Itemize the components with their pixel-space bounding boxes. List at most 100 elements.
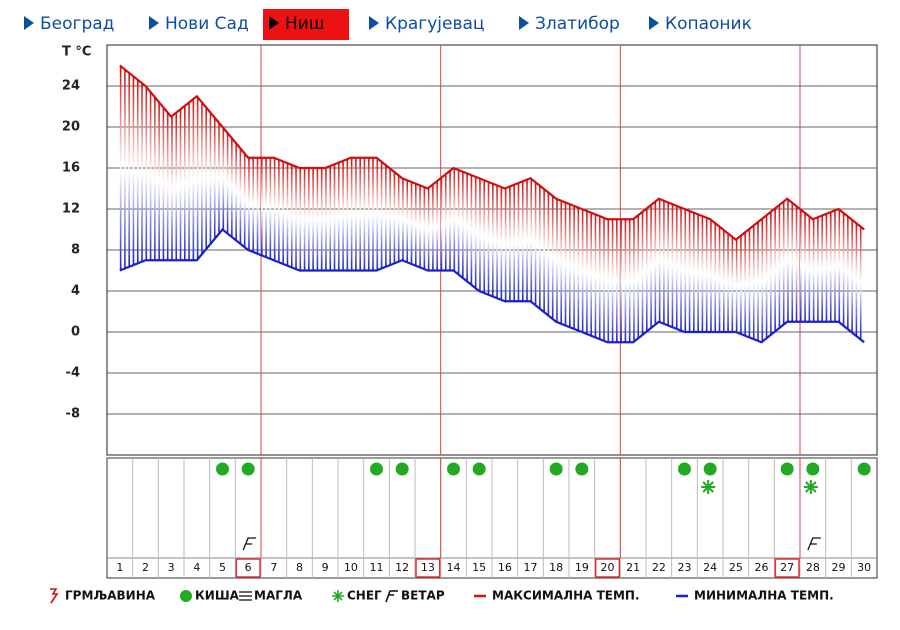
hatch	[723, 229, 725, 332]
hatch	[385, 164, 387, 268]
rain-icon	[395, 462, 409, 476]
hatch	[834, 210, 836, 322]
legend-label: КИША	[195, 589, 240, 603]
hatch	[791, 202, 794, 322]
hatch	[184, 106, 186, 261]
hatch	[564, 202, 567, 326]
hatch	[594, 214, 597, 338]
hatch	[376, 157, 379, 271]
hatch	[397, 174, 400, 262]
hatch	[804, 212, 806, 322]
legend-label: СНЕГ	[347, 589, 382, 603]
hatch	[265, 157, 267, 257]
day-label: 3	[168, 561, 175, 574]
hatch	[308, 168, 310, 271]
y-tick-label: 24	[62, 79, 80, 94]
day-label: 16	[498, 561, 512, 574]
nav-arrow	[519, 16, 529, 30]
day-label: 1	[116, 561, 123, 574]
hatch	[607, 219, 610, 343]
hatch	[256, 157, 259, 254]
hatch	[188, 103, 190, 261]
rain-icon	[703, 462, 717, 476]
hatch	[705, 217, 708, 332]
hatch	[517, 183, 520, 302]
day-label: 22	[652, 561, 666, 574]
nav-item[interactable]: Нови Сад	[165, 14, 249, 34]
hatch	[671, 203, 674, 327]
hatch	[466, 173, 468, 281]
day-label: 17	[524, 561, 538, 574]
hatch	[714, 222, 717, 332]
nav-item[interactable]: Крагујевац	[385, 14, 484, 34]
hatch	[693, 212, 695, 332]
hatch	[205, 106, 207, 250]
hatch	[171, 116, 173, 261]
snow-icon	[803, 480, 818, 494]
hatch	[829, 212, 832, 322]
hatch	[487, 181, 490, 295]
nav-arrow	[149, 16, 159, 30]
nav-item[interactable]: Ниш	[285, 14, 324, 34]
rain-icon	[806, 462, 820, 476]
day-label: 9	[322, 561, 329, 574]
hatch	[534, 181, 537, 305]
hatch	[196, 96, 199, 261]
hatch	[765, 215, 768, 339]
day-label: 7	[270, 561, 277, 574]
nav-arrow	[24, 16, 34, 30]
nav-item[interactable]: Београд	[40, 14, 114, 34]
hatch	[346, 159, 349, 271]
nav-item[interactable]: Златибор	[535, 14, 620, 34]
hatch	[419, 185, 421, 268]
hatch	[483, 179, 486, 293]
day-label: 2	[142, 561, 149, 574]
day-label: 5	[219, 561, 226, 574]
hatch	[521, 181, 524, 302]
hatch	[757, 222, 759, 341]
hatch	[710, 219, 712, 332]
hatch	[697, 214, 699, 332]
day-highlight	[415, 558, 441, 578]
hatch	[436, 181, 438, 271]
rain-icon	[370, 462, 383, 476]
hatch	[444, 174, 447, 271]
hatch	[821, 215, 823, 322]
hatch	[598, 215, 601, 339]
hatch	[825, 214, 828, 322]
nav-arrow	[269, 16, 279, 30]
day-label: 10	[344, 561, 358, 574]
hatch	[402, 178, 404, 261]
rain-icon	[678, 462, 691, 476]
hatch	[718, 226, 721, 332]
hatch	[338, 162, 340, 271]
hatch	[735, 239, 738, 332]
series-line	[119, 64, 865, 242]
hatch	[641, 212, 644, 336]
y-tick-label: 0	[71, 325, 80, 340]
hatch	[449, 171, 451, 271]
day-label: 12	[395, 561, 409, 574]
hatch	[637, 215, 640, 339]
hatch	[329, 166, 332, 271]
day-label: 27	[780, 561, 794, 574]
hatch	[149, 91, 152, 261]
hatch	[213, 116, 216, 240]
nav-item[interactable]: Копаоник	[665, 14, 752, 34]
hatch	[303, 168, 306, 271]
hatch	[496, 185, 498, 298]
hatch	[145, 86, 148, 261]
day-label: 20	[601, 561, 615, 574]
hatch	[479, 178, 481, 291]
hatch	[192, 99, 195, 261]
hatch	[299, 168, 302, 271]
day-label: 21	[626, 561, 640, 574]
hatch	[774, 209, 776, 332]
y-axis-label: T °C	[62, 45, 91, 60]
hatch	[573, 205, 575, 329]
hatch	[526, 179, 528, 302]
hatch	[162, 106, 165, 261]
y-tick-label: 8	[71, 243, 80, 258]
day-label: 8	[296, 561, 303, 574]
